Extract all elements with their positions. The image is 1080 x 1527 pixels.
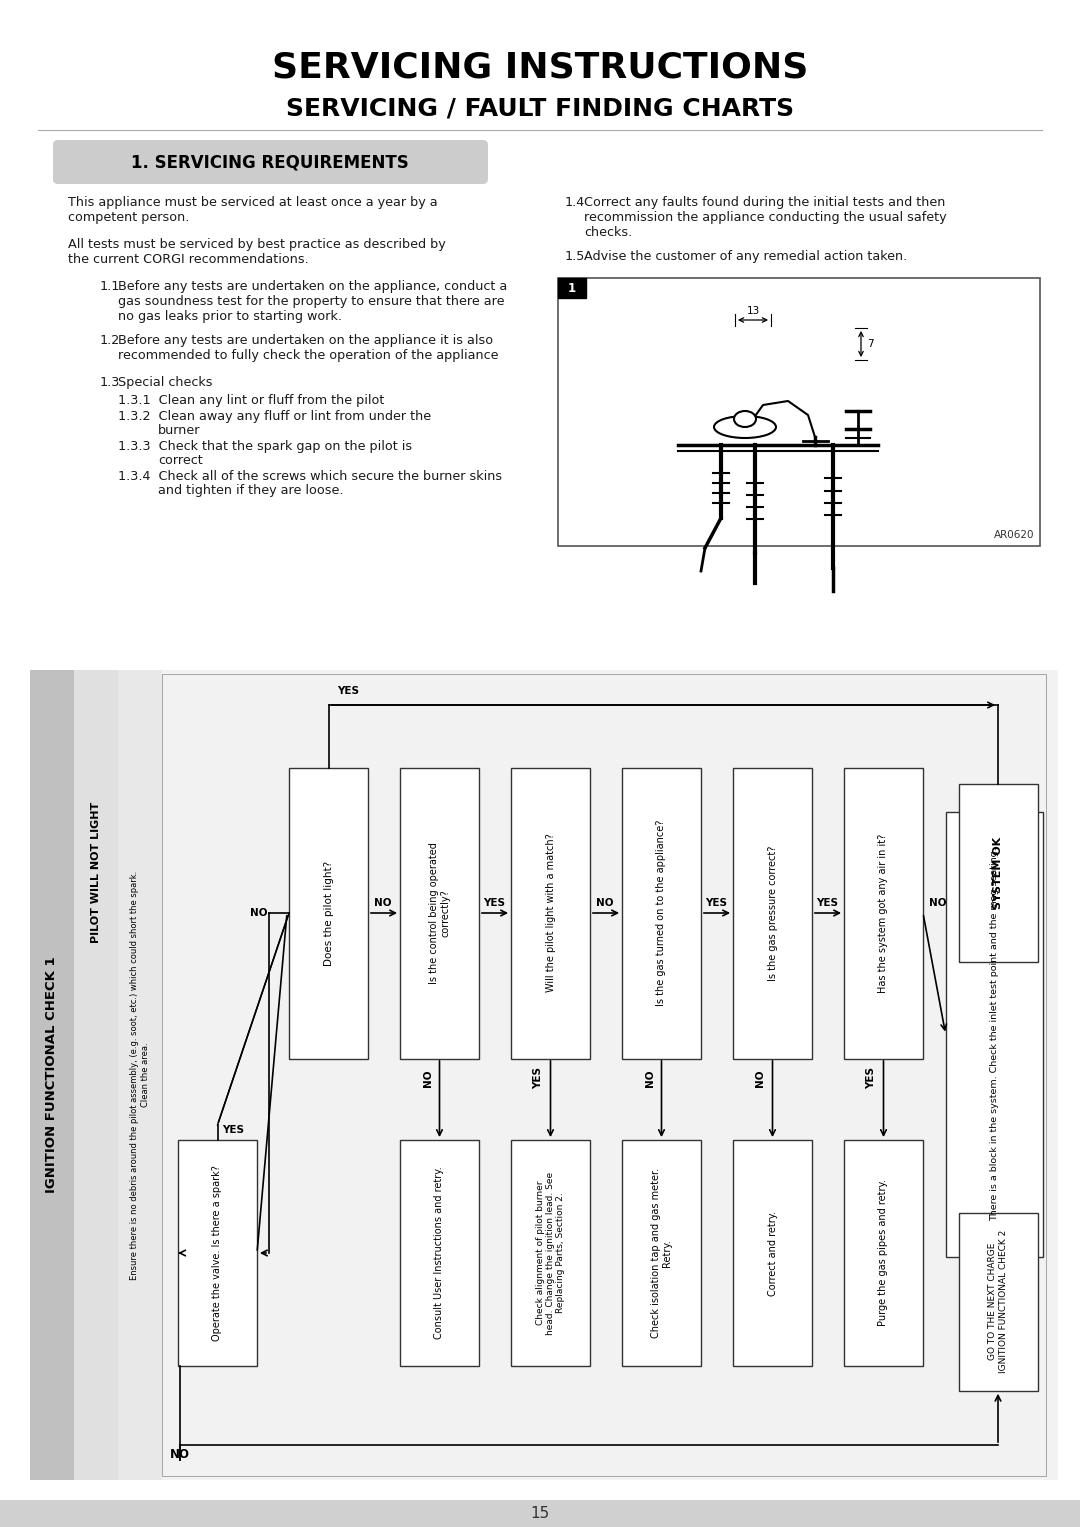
- Bar: [733, 768, 812, 1058]
- Bar: [946, 812, 1043, 1257]
- Bar: [289, 768, 368, 1058]
- Text: There is a block in the system. Check the inlet test point and the mag seating.: There is a block in the system. Check th…: [990, 847, 999, 1222]
- Bar: [511, 1141, 590, 1367]
- Text: 7: 7: [867, 339, 874, 350]
- Text: and tighten if they are loose.: and tighten if they are loose.: [158, 484, 343, 496]
- Bar: [733, 1141, 812, 1367]
- Text: Is the gas pressure correct?: Is the gas pressure correct?: [768, 846, 778, 980]
- Text: Correct and retry.: Correct and retry.: [768, 1211, 778, 1295]
- Text: IGNITION FUNCTIONAL CHECK 1: IGNITION FUNCTIONAL CHECK 1: [45, 957, 58, 1193]
- Text: This appliance must be serviced at least once a year by a
competent person.: This appliance must be serviced at least…: [68, 195, 437, 224]
- Bar: [400, 768, 480, 1058]
- Text: Is the gas turned on to the appliance?: Is the gas turned on to the appliance?: [657, 820, 666, 1006]
- Bar: [0, 1500, 1080, 1527]
- Bar: [622, 768, 701, 1058]
- Text: 1. SERVICING REQUIREMENTS: 1. SERVICING REQUIREMENTS: [131, 153, 409, 171]
- Text: Is the control being operated
correctly?: Is the control being operated correctly?: [429, 841, 450, 983]
- Text: Before any tests are undertaken on the appliance it is also
recommended to fully: Before any tests are undertaken on the a…: [118, 334, 499, 362]
- Text: YES: YES: [337, 686, 360, 696]
- Text: SERVICING / FAULT FINDING CHARTS: SERVICING / FAULT FINDING CHARTS: [286, 96, 794, 121]
- Text: NO: NO: [929, 898, 947, 909]
- Bar: [118, 670, 162, 1480]
- Bar: [75, 670, 118, 1480]
- Text: YES: YES: [866, 1067, 877, 1089]
- Text: GO TO THE NEXT CHARGE
IGNITION FUNCTIONAL CHECK 2: GO TO THE NEXT CHARGE IGNITION FUNCTIONA…: [988, 1231, 1008, 1373]
- Text: NO: NO: [645, 1069, 654, 1087]
- Text: 1.1: 1.1: [100, 279, 120, 293]
- Ellipse shape: [714, 415, 777, 438]
- Text: Does the pilot light?: Does the pilot light?: [324, 860, 334, 965]
- Text: YES: YES: [222, 1125, 244, 1135]
- Bar: [558, 278, 586, 298]
- Text: Will the pilot light with a match?: Will the pilot light with a match?: [545, 834, 555, 993]
- Bar: [558, 278, 1040, 547]
- Text: 1.3: 1.3: [100, 376, 120, 389]
- Bar: [400, 1141, 480, 1367]
- Text: NO: NO: [756, 1069, 766, 1087]
- Text: Correct any faults found during the initial tests and then
recommission the appl: Correct any faults found during the init…: [584, 195, 947, 240]
- Bar: [959, 783, 1038, 962]
- Text: 1.3.1  Clean any lint or fluff from the pilot: 1.3.1 Clean any lint or fluff from the p…: [118, 394, 384, 408]
- Text: 1.3.3  Check that the spark gap on the pilot is: 1.3.3 Check that the spark gap on the pi…: [118, 440, 413, 454]
- Bar: [843, 1141, 923, 1367]
- Bar: [162, 673, 1047, 1477]
- Text: NO: NO: [596, 898, 613, 909]
- Bar: [622, 1141, 701, 1367]
- Bar: [75, 670, 1058, 1480]
- Text: YES: YES: [816, 898, 838, 909]
- Text: NO: NO: [375, 898, 392, 909]
- Text: YES: YES: [534, 1067, 543, 1089]
- FancyBboxPatch shape: [53, 140, 488, 183]
- Ellipse shape: [734, 411, 756, 428]
- Text: 15: 15: [530, 1506, 550, 1521]
- Text: Has the system got any air in it?: Has the system got any air in it?: [878, 834, 889, 993]
- Text: 1.3.4  Check all of the screws which secure the burner skins: 1.3.4 Check all of the screws which secu…: [118, 470, 502, 483]
- Text: correct: correct: [158, 454, 203, 467]
- Bar: [959, 1212, 1038, 1391]
- Text: 1.5: 1.5: [565, 250, 585, 263]
- Text: Consult User Instructions and retry.: Consult User Instructions and retry.: [434, 1167, 445, 1339]
- Text: Purge the gas pipes and retry.: Purge the gas pipes and retry.: [878, 1179, 889, 1327]
- Text: SERVICING INSTRUCTIONS: SERVICING INSTRUCTIONS: [272, 50, 808, 86]
- Text: SYSTEM OK: SYSTEM OK: [993, 837, 1003, 909]
- Bar: [30, 670, 75, 1480]
- Text: NO: NO: [422, 1069, 432, 1087]
- Bar: [178, 1141, 257, 1367]
- Text: 1.3.2  Clean away any fluff or lint from under the: 1.3.2 Clean away any fluff or lint from …: [118, 411, 431, 423]
- Text: Check alignment of pilot burner
head. Change the ignition lead. See
Replacing Pa: Check alignment of pilot burner head. Ch…: [536, 1171, 566, 1335]
- Text: 1.4: 1.4: [565, 195, 585, 209]
- Text: burner: burner: [158, 425, 201, 437]
- Bar: [843, 768, 923, 1058]
- Text: PILOT WILL NOT LIGHT: PILOT WILL NOT LIGHT: [91, 802, 102, 944]
- Text: Check isolation tap and gas meter.
Retry.: Check isolation tap and gas meter. Retry…: [650, 1168, 672, 1338]
- Text: 1: 1: [568, 281, 576, 295]
- Text: All tests must be serviced by best practice as described by
the current CORGI re: All tests must be serviced by best pract…: [68, 238, 446, 266]
- Bar: [30, 670, 1058, 1480]
- Text: 13: 13: [746, 305, 759, 316]
- Text: Special checks: Special checks: [118, 376, 213, 389]
- Text: YES: YES: [483, 898, 505, 909]
- Text: Before any tests are undertaken on the appliance, conduct a
gas soundness test f: Before any tests are undertaken on the a…: [118, 279, 508, 324]
- Text: YES: YES: [705, 898, 727, 909]
- Text: Ensure there is no debris around the pilot assembly, (e.g. soot, etc.) which cou: Ensure there is no debris around the pil…: [131, 870, 150, 1280]
- Text: Advise the customer of any remedial action taken.: Advise the customer of any remedial acti…: [584, 250, 907, 263]
- Text: 1.2: 1.2: [100, 334, 120, 347]
- Text: Operate the valve. Is there a spark?: Operate the valve. Is there a spark?: [213, 1165, 222, 1341]
- Text: NO: NO: [251, 909, 268, 918]
- Text: NO: NO: [170, 1449, 190, 1461]
- Text: AR0620: AR0620: [994, 530, 1034, 541]
- Bar: [511, 768, 590, 1058]
